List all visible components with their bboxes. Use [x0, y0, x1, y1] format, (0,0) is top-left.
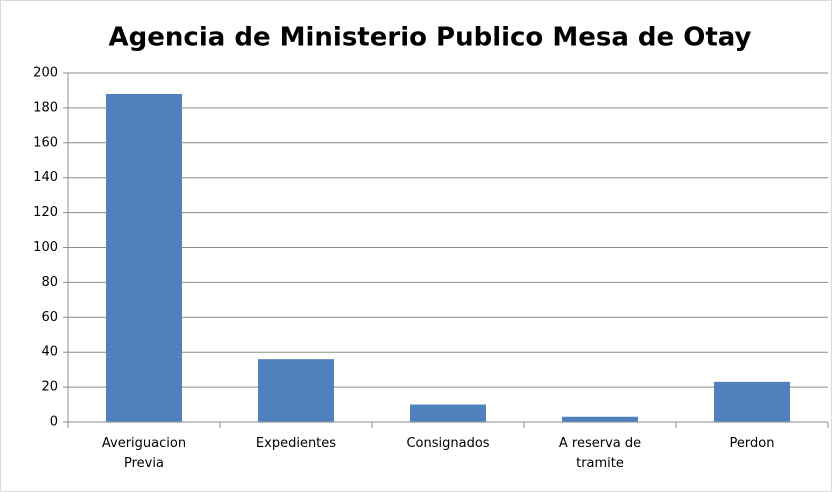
y-tick-label: 200 [33, 66, 58, 81]
y-tick-label: 120 [33, 205, 58, 220]
y-tick-label: 20 [41, 380, 58, 395]
bar [714, 381, 790, 422]
bar [258, 359, 334, 422]
y-tick-label: 180 [33, 100, 58, 115]
y-tick-label: 80 [41, 275, 58, 290]
x-tick-label: Averiguacion Previa [101, 436, 187, 471]
x-tick-label: Perdon [729, 436, 775, 451]
bar [410, 404, 486, 422]
chart-title: Agencia de Ministerio Publico Mesa de Ot… [109, 23, 752, 53]
bar [106, 93, 182, 422]
y-tick-label: 140 [33, 170, 58, 185]
y-tick-label: 60 [41, 310, 58, 325]
y-tick-label: 0 [50, 415, 58, 430]
y-tick-label: 100 [33, 240, 58, 255]
x-tick-label: Expedientes [255, 436, 337, 451]
y-tick-label: 40 [41, 345, 58, 360]
y-tick-label: 160 [33, 135, 58, 150]
x-tick-label: Consignados [406, 436, 490, 451]
x-tick-label: A reserva de tramite [558, 436, 642, 471]
bar [562, 416, 638, 422]
